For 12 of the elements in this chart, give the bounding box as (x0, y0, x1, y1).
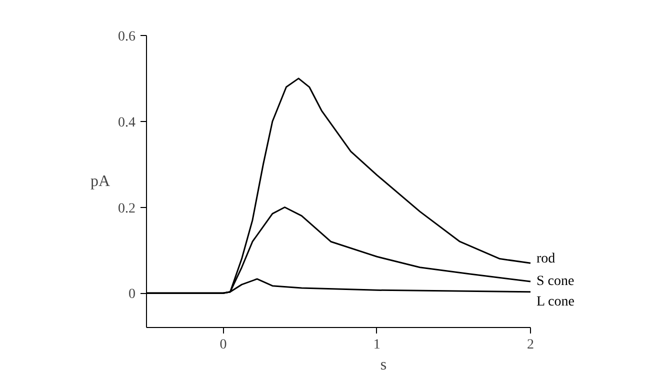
y-tick-label: 0.2 (118, 201, 136, 216)
x-tick-label: 1 (373, 338, 380, 352)
y-tick-label: 0.4 (118, 115, 136, 130)
y-tick-label: 0.6 (118, 30, 136, 44)
x-tick-label: 0 (220, 338, 227, 352)
y-axis-title: pA (90, 173, 110, 190)
series-label: L cone (536, 294, 574, 310)
x-tick-label: 2 (527, 338, 534, 352)
series-label: S cone (536, 274, 574, 290)
y-tick-label: 0 (128, 287, 136, 302)
x-axis-title: s (380, 356, 387, 374)
series-label: rod (536, 252, 556, 267)
